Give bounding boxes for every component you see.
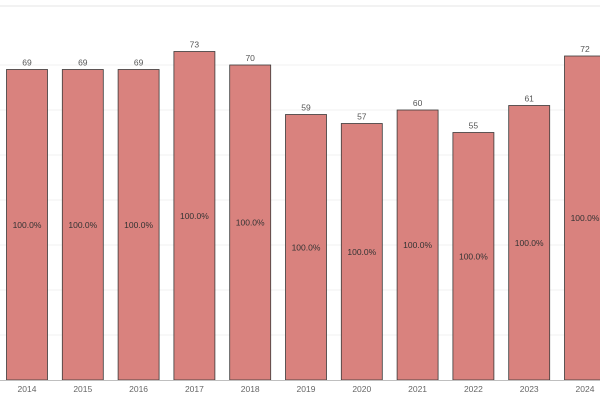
x-tick-label-2018: 2018	[241, 384, 260, 394]
value-label-2017: 73	[190, 40, 200, 50]
value-labels: 69 69 69 73 70 59 57 60 55 61 72	[22, 40, 590, 131]
x-tick-label-2017: 2017	[185, 384, 204, 394]
value-label-2016: 69	[134, 58, 144, 68]
value-label-2021: 60	[413, 98, 423, 108]
x-tick-label-2015: 2015	[73, 384, 92, 394]
bar-2017[interactable]	[173, 51, 216, 381]
x-tick-label-2023: 2023	[520, 384, 539, 394]
percent-label-2018: 100.0%	[236, 218, 265, 228]
bar-2021[interactable]	[396, 109, 439, 381]
percent-label-2017: 100.0%	[180, 211, 209, 221]
value-label-2023: 61	[524, 94, 534, 104]
value-label-2022: 55	[469, 121, 479, 131]
bar-2015[interactable]	[61, 69, 104, 381]
x-axis-tick-labels: 2014 2015 2016 2017 2018 2019 2020 2021 2022 2023…	[18, 384, 595, 394]
x-tick-label-2021: 2021	[408, 384, 427, 394]
x-tick-label-2016: 2016	[129, 384, 148, 394]
x-tick-label-2024: 2024	[576, 384, 595, 394]
bar-2014[interactable]	[6, 69, 48, 381]
percent-labels: 100.0% 100.0% 100.0% 100.0% 100.0% 100.0% 100.…	[13, 211, 600, 262]
bar-2024[interactable]	[564, 55, 600, 381]
percent-label-2020: 100.0%	[347, 247, 376, 257]
bar-2019[interactable]	[285, 114, 327, 381]
bar-2016[interactable]	[117, 69, 160, 381]
bar-2020[interactable]	[340, 123, 383, 381]
value-label-2020: 57	[357, 112, 367, 122]
bar-2018[interactable]	[229, 64, 272, 381]
percent-label-2019: 100.0%	[292, 242, 321, 252]
percent-label-2015: 100.0%	[68, 220, 97, 230]
value-label-2015: 69	[78, 58, 88, 68]
percent-label-2016: 100.0%	[124, 220, 153, 230]
x-tick-label-2014: 2014	[18, 384, 37, 394]
x-tick-label-2022: 2022	[464, 384, 483, 394]
x-tick-label-2019: 2019	[297, 384, 316, 394]
value-label-2019: 59	[301, 103, 311, 113]
x-tick-label-2020: 2020	[352, 384, 371, 394]
bars	[6, 51, 600, 381]
percent-label-2021: 100.0%	[403, 240, 432, 250]
value-label-2014: 69	[22, 58, 32, 68]
value-label-2024: 72	[580, 44, 590, 54]
value-label-2018: 70	[245, 53, 255, 63]
bar-2023[interactable]	[508, 105, 551, 381]
percent-label-2014: 100.0%	[13, 220, 42, 230]
percent-label-2022: 100.0%	[459, 251, 488, 261]
percent-label-2024: 100.0%	[571, 213, 600, 223]
percent-label-2023: 100.0%	[515, 238, 544, 248]
